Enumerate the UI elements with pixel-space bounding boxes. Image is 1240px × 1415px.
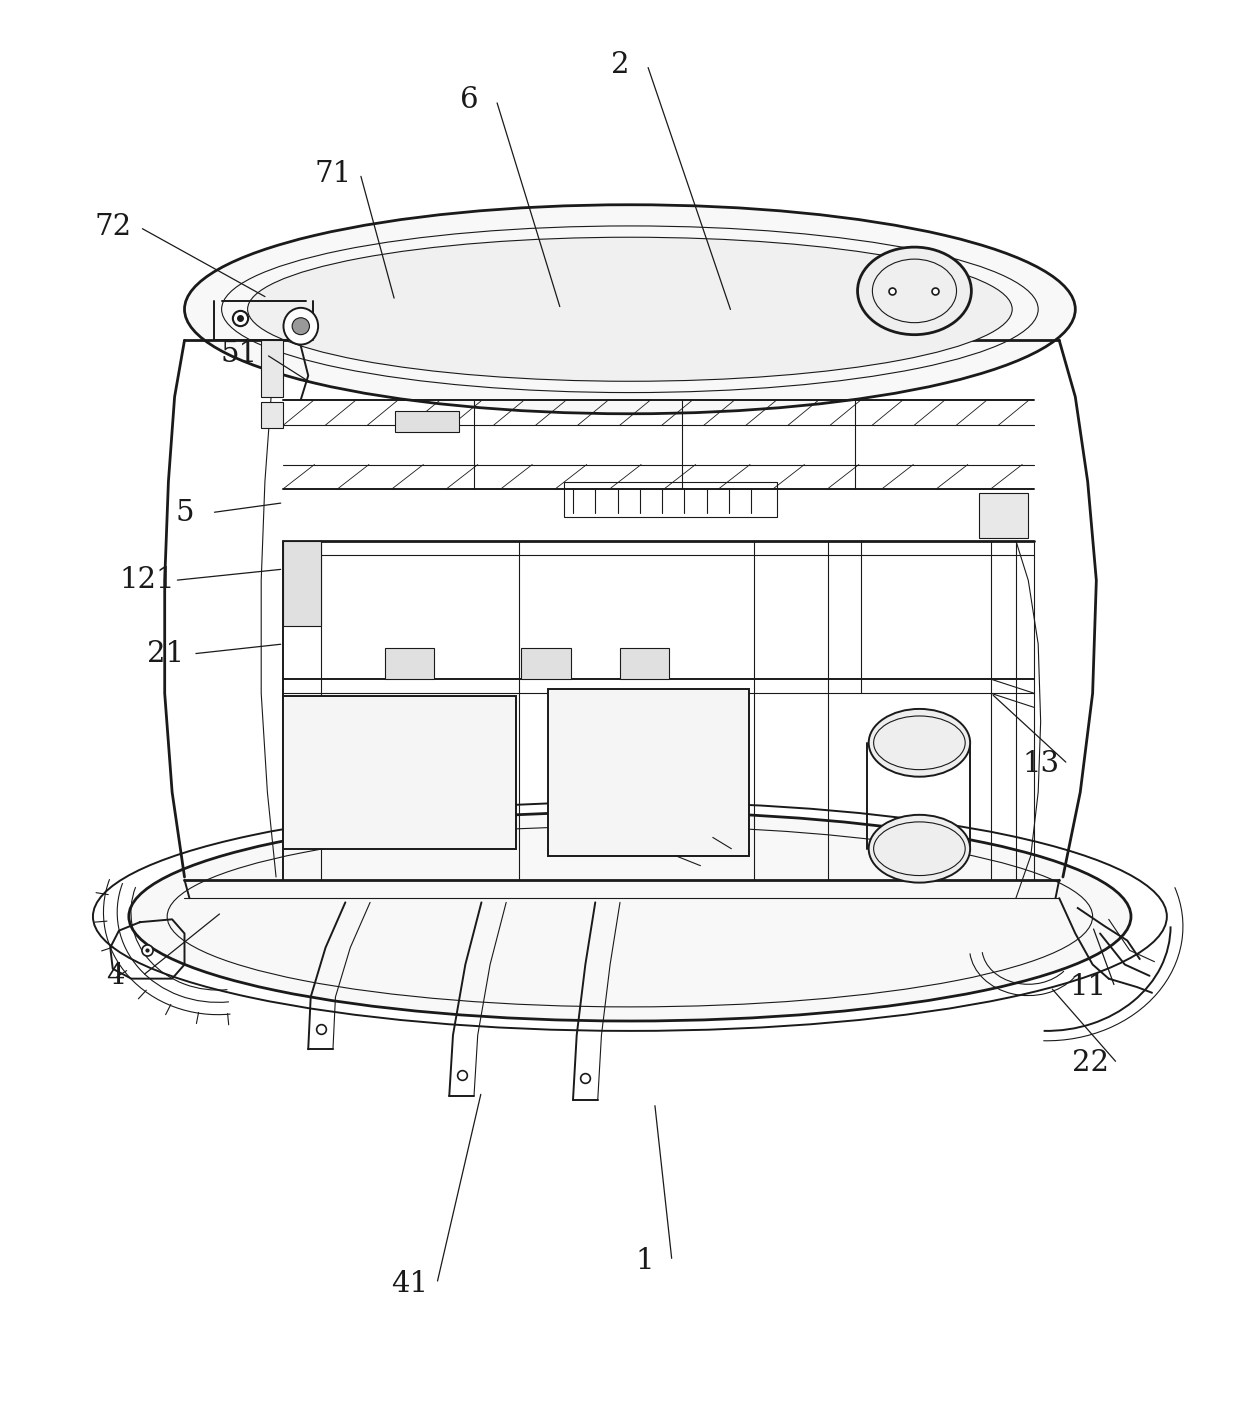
Bar bbox=[384, 648, 434, 679]
Ellipse shape bbox=[293, 318, 310, 335]
Text: 1: 1 bbox=[635, 1247, 653, 1275]
Text: 13: 13 bbox=[1022, 750, 1059, 778]
Ellipse shape bbox=[869, 815, 970, 883]
Ellipse shape bbox=[185, 205, 1075, 413]
Text: 21: 21 bbox=[148, 640, 185, 668]
Bar bbox=[284, 541, 321, 625]
Ellipse shape bbox=[858, 248, 971, 335]
Text: 41: 41 bbox=[391, 1269, 428, 1298]
Text: 11: 11 bbox=[1069, 974, 1106, 1002]
Bar bbox=[284, 696, 516, 849]
Bar bbox=[978, 492, 1028, 538]
Bar bbox=[262, 402, 284, 427]
Ellipse shape bbox=[129, 812, 1131, 1022]
Text: 6: 6 bbox=[460, 86, 479, 115]
Bar bbox=[564, 481, 777, 516]
Ellipse shape bbox=[869, 709, 970, 777]
Bar bbox=[620, 648, 670, 679]
Bar bbox=[394, 410, 459, 432]
Text: 51: 51 bbox=[221, 341, 258, 368]
Text: 22: 22 bbox=[1071, 1050, 1109, 1077]
Ellipse shape bbox=[284, 308, 319, 345]
Text: 4: 4 bbox=[105, 962, 124, 990]
Bar bbox=[548, 689, 749, 856]
Ellipse shape bbox=[248, 238, 1012, 381]
Bar bbox=[262, 341, 284, 396]
Text: 72: 72 bbox=[94, 214, 131, 242]
Text: 5: 5 bbox=[175, 498, 193, 526]
Text: 71: 71 bbox=[315, 160, 351, 188]
Text: 2: 2 bbox=[611, 51, 629, 79]
Text: 121: 121 bbox=[119, 566, 175, 594]
Bar bbox=[521, 648, 570, 679]
